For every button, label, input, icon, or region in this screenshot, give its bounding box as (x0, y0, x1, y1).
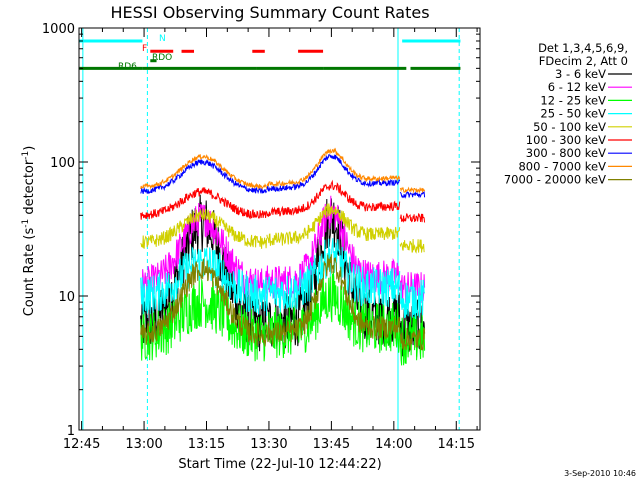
x-tick-label: 13:00 (125, 437, 162, 452)
legend-label: 7000 - 20000 keV (504, 173, 606, 187)
flag-label-n: N (159, 34, 166, 44)
legend-label: 25 - 50 keV (540, 107, 606, 121)
y-tick-label: 1 (67, 424, 75, 439)
x-tick-label: 13:15 (188, 437, 225, 452)
legend-header-line: FDecim 2, Att 0 (539, 54, 628, 68)
series-line-6 (140, 179, 426, 223)
x-tick-label: 13:30 (250, 437, 287, 452)
flag-label-f: F (142, 44, 147, 54)
legend-label: 6 - 12 keV (548, 80, 606, 94)
legend-label: 3 - 6 keV (555, 67, 606, 81)
y-tick-label: 1000 (42, 22, 75, 37)
footer-date: 3-Sep-2010 10:46 (564, 469, 636, 478)
legend-label: 100 - 300 keV (526, 133, 606, 147)
chart-title: HESSI Observing Summary Count Rates (110, 3, 429, 22)
y-axis-label: Count Rate (s-1 detector-1) (21, 146, 37, 317)
legend-label: 800 - 7000 keV (518, 159, 606, 173)
series-line-9 (140, 254, 426, 351)
series-line-5 (140, 203, 425, 254)
flag-label-rdo: RDO (152, 53, 172, 63)
x-tick-label: 12:45 (63, 437, 100, 452)
legend-label: 50 - 100 keV (533, 120, 606, 134)
x-tick-label: 13:45 (313, 437, 350, 452)
series-line-4 (140, 238, 426, 320)
series-line-7 (140, 154, 426, 199)
x-tick-label: 14:00 (375, 437, 412, 452)
legend-label: 12 - 25 keV (540, 93, 606, 107)
legend-label: 300 - 800 keV (526, 146, 606, 160)
x-tick-label: 14:15 (438, 437, 475, 452)
plot-frame (78, 27, 481, 431)
legend-header-line: Det 1,3,4,5,6,9, (538, 41, 628, 55)
flag-label-rd6: RD6 (118, 62, 137, 72)
series-line-8 (140, 147, 426, 194)
y-tick-label: 10 (58, 290, 75, 305)
y-tick-label: 100 (50, 156, 75, 171)
x-axis-label: Start Time (22-Jul-10 12:44:22) (178, 457, 381, 472)
